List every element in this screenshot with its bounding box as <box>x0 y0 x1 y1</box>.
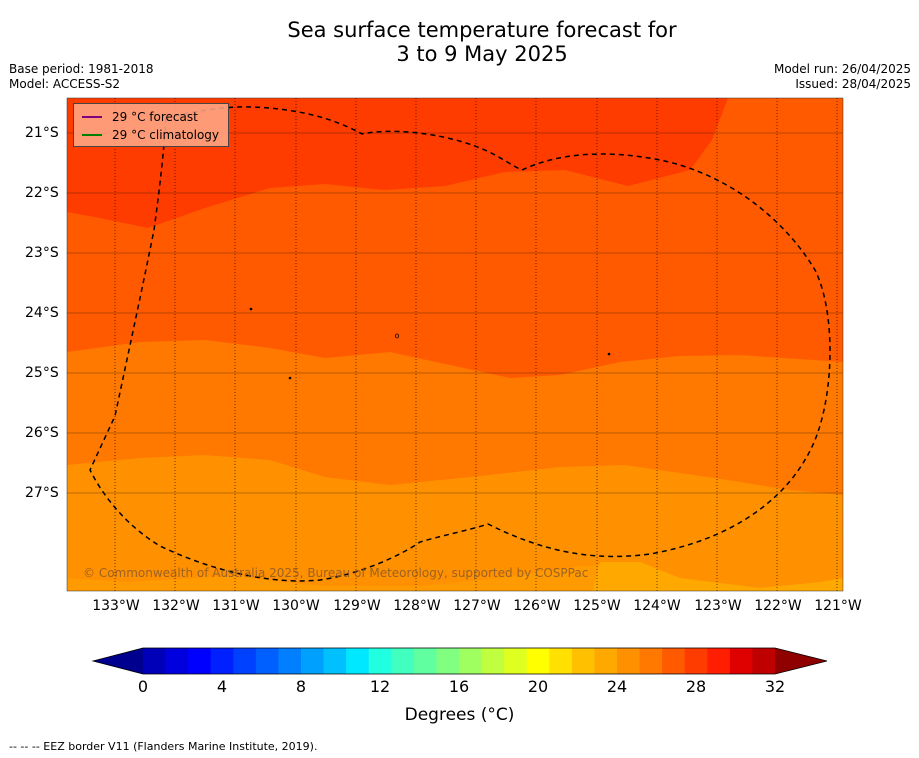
colorbar-tick-label: 8 <box>295 677 307 696</box>
map-frame <box>66 97 844 592</box>
grid-lines <box>114 98 838 591</box>
legend-box: 29 °C forecast 29 °C climatology <box>73 103 229 147</box>
lon-label: 125°W <box>573 598 621 614</box>
colorbar-segment <box>323 648 347 674</box>
lon-label: 126°W <box>513 598 561 614</box>
colorbar-label: Degrees (°C) <box>404 705 515 725</box>
lon-label: 124°W <box>633 598 681 614</box>
lat-label: 22°S <box>25 185 59 201</box>
colorbar-extend-high <box>775 648 827 674</box>
model-run: Model run: 26/04/2025 <box>773 62 911 76</box>
lon-label: 130°W <box>272 598 320 614</box>
lon-label: 128°W <box>393 598 441 614</box>
lat-label: 27°S <box>25 485 59 501</box>
lat-label: 23°S <box>25 245 59 261</box>
colorbar-segment <box>301 648 325 674</box>
title-line-1: Sea surface temperature forecast for <box>287 18 677 42</box>
eez-border-line <box>89 106 831 582</box>
temperature-field <box>67 98 843 591</box>
colorbar-segment <box>346 648 370 674</box>
colorbar-tick-label: 24 <box>606 677 628 696</box>
colorbar-tick-label: 20 <box>527 677 549 696</box>
lat-label: 21°S <box>25 125 59 141</box>
issued-date: Issued: 28/04/2025 <box>795 77 911 91</box>
colorbar-segment <box>413 648 437 674</box>
colorbar-segment <box>278 648 302 674</box>
meta-right: Model run: 26/04/2025 Issued: 28/04/2025 <box>774 62 911 92</box>
colorbar-segment <box>571 648 595 674</box>
legend-climatology-label: 29 °C climatology <box>112 128 220 142</box>
island-markers <box>249 307 611 380</box>
colorbar-segment <box>639 648 663 674</box>
colorbar-segment <box>188 648 212 674</box>
model-name: Model: ACCESS-S2 <box>9 77 121 91</box>
map-title: Sea surface temperature forecast for 3 t… <box>0 18 919 66</box>
band-warm-edge-2 <box>592 562 843 591</box>
colorbar-tick-label: 28 <box>685 677 707 696</box>
colorbar-segment <box>368 648 392 674</box>
forecast-swatch <box>82 116 102 118</box>
colorbar-segment <box>729 648 753 674</box>
lon-label: 129°W <box>333 598 381 614</box>
colorbar-segment <box>436 648 460 674</box>
colorbar-extend-low <box>93 648 143 674</box>
colorbar-segment <box>617 648 641 674</box>
colorbar-tick-label: 0 <box>137 677 149 696</box>
colorbar-segment <box>459 648 483 674</box>
colorbar-segment <box>526 648 550 674</box>
colorbar-segment <box>210 648 234 674</box>
lon-label: 132°W <box>152 598 200 614</box>
colorbar-segment <box>594 648 618 674</box>
colorbar-segment <box>233 648 257 674</box>
lat-label: 24°S <box>25 305 59 321</box>
legend-forecast-row: 29 °C forecast <box>82 109 198 125</box>
lat-label: 25°S <box>25 365 59 381</box>
colorbar-segment <box>255 648 279 674</box>
colorbar-tick-label: 12 <box>369 677 391 696</box>
colorbar-segment <box>684 648 708 674</box>
eez-footnote: -- -- -- EEZ border V11 (Flanders Marine… <box>9 740 318 753</box>
colorbar-segment <box>549 648 573 674</box>
meta-left: Base period: 1981-2018 Model: ACCESS-S2 <box>9 62 154 92</box>
title-line-2: 3 to 9 May 2025 <box>396 42 568 66</box>
colorbar-tick-label: 32 <box>764 677 786 696</box>
colorbar-segment <box>391 648 415 674</box>
colorbar-outline <box>91 647 828 675</box>
lat-label: 26°S <box>25 425 59 441</box>
colorbar-segment <box>481 648 505 674</box>
lon-label: 122°W <box>754 598 802 614</box>
lon-label: 121°W <box>814 598 862 614</box>
colorbar-segment <box>752 648 776 674</box>
lon-label: 133°W <box>92 598 140 614</box>
colorbar-segment <box>143 648 167 674</box>
lon-label: 131°W <box>212 598 260 614</box>
colorbar-segment <box>707 648 731 674</box>
band-28-29 <box>67 98 728 228</box>
legend-forecast-label: 29 °C forecast <box>112 110 198 124</box>
colorbar-tick-label: 16 <box>448 677 470 696</box>
legend-climatology-row: 29 °C climatology <box>82 127 219 143</box>
colorbar <box>91 647 828 675</box>
colorbar-segment <box>662 648 686 674</box>
colorbar-tick-label: 4 <box>216 677 228 696</box>
base-period: Base period: 1981-2018 <box>9 62 154 76</box>
colorbar-segment <box>504 648 528 674</box>
climatology-swatch <box>82 134 102 136</box>
lon-label: 123°W <box>694 598 742 614</box>
lon-label: 127°W <box>453 598 501 614</box>
colorbar-segment <box>165 648 189 674</box>
credit-text: © Commonwealth of Australia 2025, Bureau… <box>83 566 589 580</box>
